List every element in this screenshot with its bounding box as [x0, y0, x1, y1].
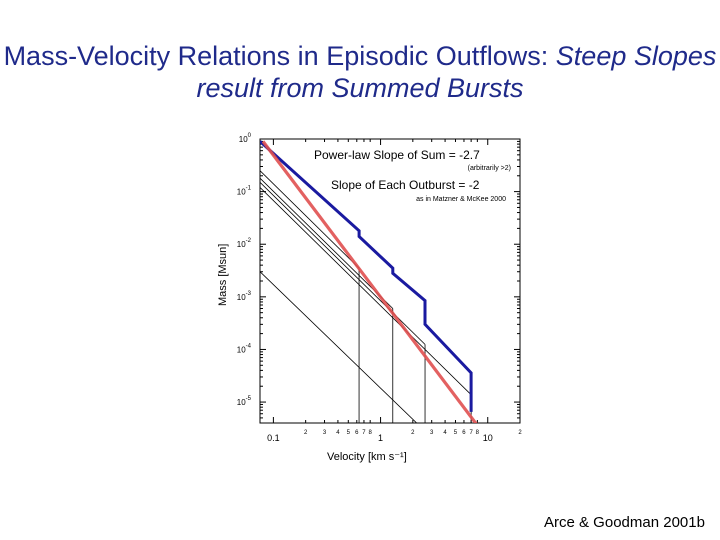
power-law-fit-line	[261, 140, 478, 423]
x-minor-tick-label: 7	[469, 430, 473, 436]
sum-line	[260, 140, 473, 412]
x-minor-tick-label: 4	[336, 430, 340, 436]
annotation-arbitrary: (arbitrarily >2)	[468, 165, 511, 172]
data-lines	[260, 140, 478, 423]
x-minor-tick-label: 2	[304, 430, 308, 436]
slide-title: Mass-Velocity Relations in Episodic Outf…	[0, 40, 720, 104]
y-axis-label: Mass [Msun]	[217, 244, 229, 306]
burst-line	[260, 170, 360, 269]
y-tick-label: 10-4	[237, 343, 252, 354]
x-minor-tick-label: 6	[462, 430, 466, 436]
x-major-tick-label: 10	[483, 433, 493, 443]
x-minor-tick-label: 4	[443, 430, 447, 436]
x-major-tick-label: 1	[378, 433, 383, 443]
x-minor-tick-label: 5	[454, 430, 458, 436]
x-minor-tick-label: 5	[347, 430, 351, 436]
x-axis-label: Velocity [km s⁻¹]	[327, 451, 407, 463]
y-tick-label: 100	[239, 133, 252, 144]
y-tick-label: 10-5	[237, 396, 252, 407]
y-tick-label: 10-2	[237, 238, 252, 249]
x-minor-tick-label: 7	[362, 430, 366, 436]
title-italic-part: Steep Slopes result from Summed Bursts	[196, 41, 717, 103]
burst-line	[260, 177, 394, 309]
citation-credit: Arce & Goodman 2001b	[544, 514, 705, 531]
burst-line	[260, 271, 418, 423]
burst-line	[260, 187, 472, 395]
title-plain-part: Mass-Velocity Relations in Episodic Outf…	[3, 41, 556, 71]
x-major-tick-label: 0.1	[267, 433, 280, 443]
x-minor-tick-label: 2	[518, 430, 522, 436]
x-minor-tick-label: 6	[355, 430, 359, 436]
x-minor-tick-label: 3	[323, 430, 327, 436]
y-tick-label: 10-3	[237, 291, 252, 302]
burst-line	[260, 182, 426, 345]
annotation-reference: as in Matzner & McKee 2000	[416, 196, 506, 203]
x-minor-tick-label: 3	[430, 430, 434, 436]
annotation-sum-slope: Power-law Slope of Sum = -2.7	[314, 148, 480, 162]
x-minor-tick-label: 8	[476, 430, 480, 436]
x-minor-tick-label: 2	[411, 430, 415, 436]
annotation-burst-slope: Slope of Each Outburst = -2	[331, 178, 480, 192]
y-tick-label: 10-1	[237, 186, 252, 197]
x-minor-tick-label: 8	[369, 430, 373, 436]
